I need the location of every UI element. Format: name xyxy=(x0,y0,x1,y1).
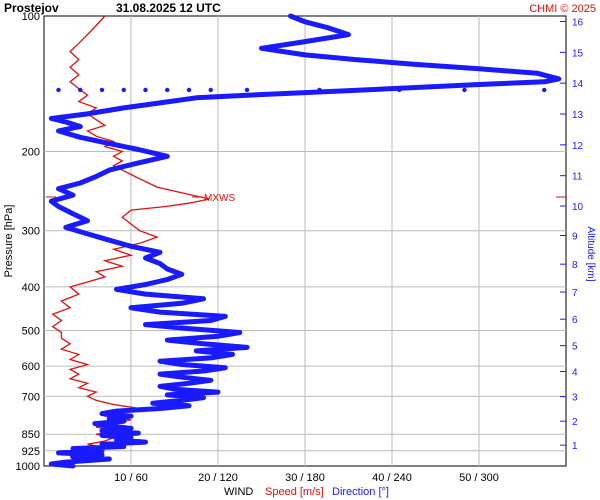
direction-point xyxy=(56,87,61,93)
pressure-axis-title: Pressure [hPa] xyxy=(3,205,15,278)
pressure-tick-label: 925 xyxy=(22,446,40,458)
pressure-tick-label: 700 xyxy=(22,391,40,403)
altitude-tick-label: 4 xyxy=(572,367,578,378)
direction-series-line xyxy=(48,13,562,469)
pressure-ticks: 100 200 300 400 500 600 700 850 925 1000 xyxy=(16,11,40,473)
altitude-tick-label: 3 xyxy=(572,393,578,404)
direction-point xyxy=(121,87,126,93)
altitude-tick-label: 12 xyxy=(572,141,584,152)
altitude-tick-label: 11 xyxy=(572,172,583,183)
direction-point xyxy=(143,87,148,93)
pressure-tick-label: 850 xyxy=(22,429,40,441)
direction-point xyxy=(165,87,170,93)
altitude-tick-label: 8 xyxy=(572,260,578,271)
direction-point xyxy=(244,87,250,93)
wind-tick-label: 40 / 240 xyxy=(372,472,412,484)
altitude-tick-label: 7 xyxy=(572,288,578,299)
wind-ticks: 10 / 60 20 / 120 30 / 180 40 / 240 50 / 300 xyxy=(114,472,499,484)
direction-legend: Direction [°] xyxy=(332,486,389,498)
pressure-tick-label: 200 xyxy=(22,146,40,158)
direction-point xyxy=(542,87,547,93)
altitude-tick-label: 13 xyxy=(572,110,584,121)
observation-datetime: 31.08.2025 12 UTC xyxy=(116,1,221,15)
pressure-tick-label: 300 xyxy=(22,226,40,238)
altitude-tick-label: 5 xyxy=(572,342,578,353)
direction-point xyxy=(99,87,105,93)
pressure-tick-label: 500 xyxy=(22,326,40,338)
altitude-tick-label: 14 xyxy=(572,79,584,90)
direction-point xyxy=(317,87,322,93)
wind-label: WIND xyxy=(224,486,253,498)
direction-point xyxy=(397,87,402,93)
pressure-tick-label: 100 xyxy=(22,11,40,23)
max-wind-label: MXWS xyxy=(204,193,235,204)
direction-point xyxy=(78,87,83,93)
direction-point xyxy=(186,87,192,93)
series-layer xyxy=(48,13,562,469)
wind-tick-label: 10 / 60 xyxy=(114,472,148,484)
copyright: CHMI © 2025 xyxy=(529,3,596,15)
wind-tick-label: 20 / 120 xyxy=(198,472,238,484)
pressure-tick-label: 400 xyxy=(22,282,40,294)
altitude-tick-label: 9 xyxy=(572,232,578,243)
altitude-tick-label: 16 xyxy=(572,18,584,29)
direction-point xyxy=(462,87,467,93)
altitude-tick-label: 6 xyxy=(572,315,578,326)
speed-legend: Speed [m/s] xyxy=(265,486,324,498)
altitude-tick-label: 1 xyxy=(572,441,578,452)
altitude-tick-label: 10 xyxy=(572,202,584,213)
pressure-tick-label: 1000 xyxy=(16,461,40,473)
altitude-tick-label: 15 xyxy=(572,48,584,59)
altitude-axis-title: Altitude [km] xyxy=(585,226,596,281)
wind-tick-label: 50 / 300 xyxy=(459,472,499,484)
grid xyxy=(44,16,566,466)
direction-point xyxy=(208,87,213,93)
altitude-tick-label: 2 xyxy=(572,417,578,428)
station-name: Prostejov xyxy=(4,1,59,15)
pressure-tick-label: 600 xyxy=(22,361,40,373)
wind-tick-label: 30 / 180 xyxy=(285,472,325,484)
